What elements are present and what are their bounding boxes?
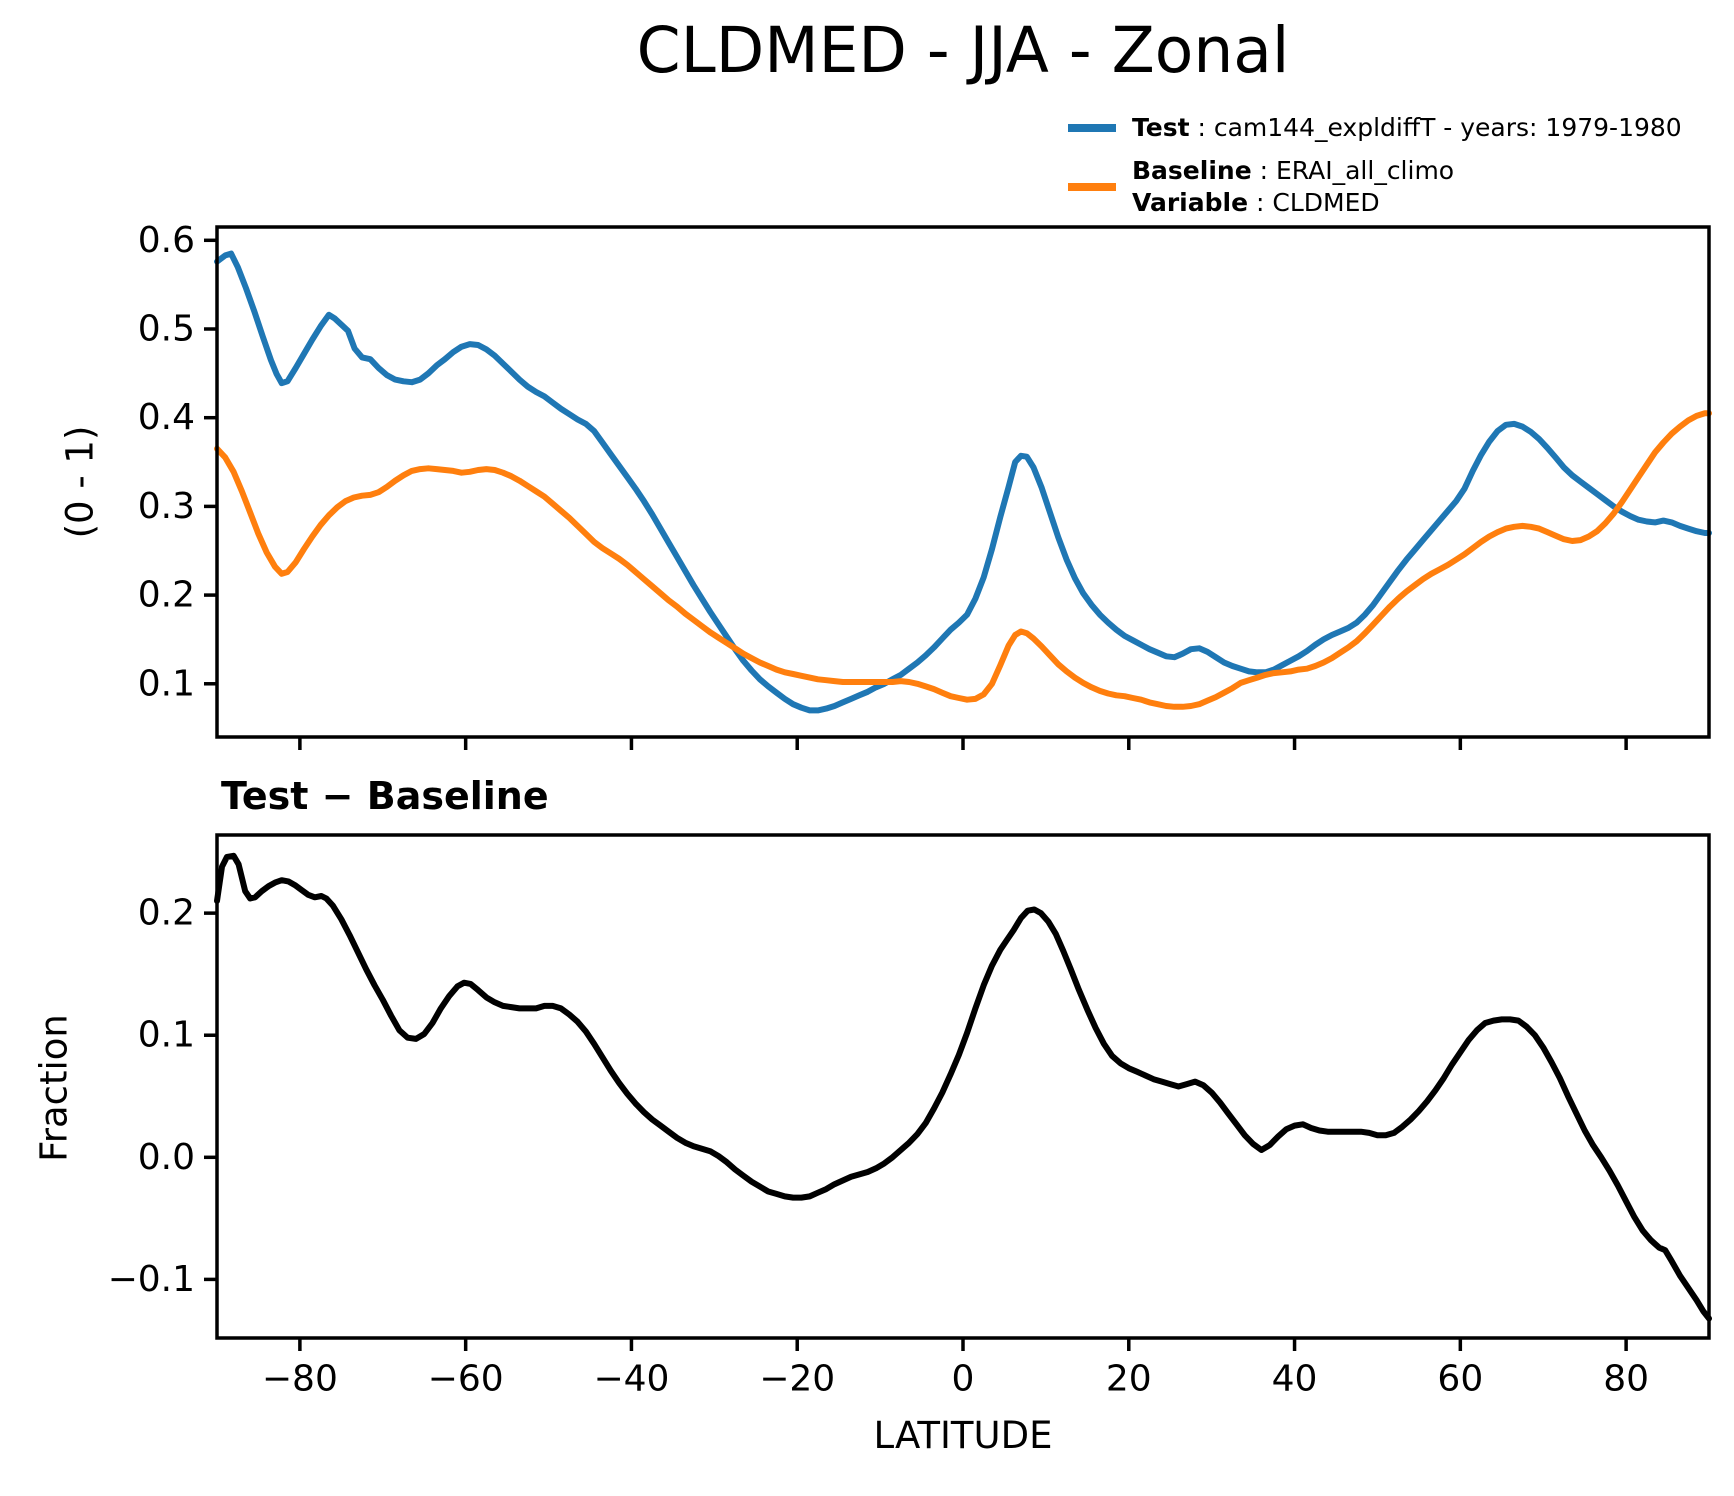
difference-panel-title: Test − Baseline xyxy=(221,774,549,818)
x-tick-label: −60 xyxy=(428,1359,504,1400)
y-axis-label-top: (0 - 1) xyxy=(58,425,102,539)
y-tick-label: 0.2 xyxy=(138,893,195,934)
legend-variable-line: Variable : CLDMED xyxy=(1132,187,1380,217)
legend-entry-baseline: Baseline : ERAI_all_climo Variable : CLD… xyxy=(1068,155,1682,218)
y-tick-label: 0.1 xyxy=(138,663,195,704)
y-tick-label: 0.5 xyxy=(138,309,195,350)
panel-difference: 0.2 0.1 0.0 −0.1 −80 −60 −40 −20 0 20 40 60 80 xyxy=(108,833,1712,1400)
y-tick-label: 0.3 xyxy=(138,486,195,527)
axes-frame-difference xyxy=(215,833,1711,1340)
legend-baseline-line: Baseline : ERAI_all_climo xyxy=(1132,156,1455,186)
legend-entry-test: Test : cam144_expldiffT - years: 1979-19… xyxy=(1068,112,1682,143)
test-baseline-line xyxy=(214,852,1712,1322)
test-line xyxy=(214,250,1712,714)
x-tick-label: 80 xyxy=(1603,1359,1649,1400)
y-tick-label: −0.1 xyxy=(108,1259,195,1300)
x-tick-label: 0 xyxy=(952,1359,975,1400)
legend: Test : cam144_expldiffT - years: 1979-19… xyxy=(1068,112,1682,230)
panel-zonal-mean: 0.6 0.5 0.4 0.3 0.2 0.1 xyxy=(138,220,1712,750)
baseline-line-swatch xyxy=(1068,182,1116,191)
x-tick-label: 20 xyxy=(1106,1359,1152,1400)
legend-test-label: Test : cam144_expldiffT - years: 1979-19… xyxy=(1132,113,1682,142)
x-tick-label: 40 xyxy=(1272,1359,1318,1400)
x-axis-label: LATITUDE xyxy=(873,1414,1053,1457)
x-tick-label: −20 xyxy=(759,1359,835,1400)
y-tick-label: 0.2 xyxy=(138,575,195,616)
y-tick-label: 0.0 xyxy=(138,1137,195,1178)
baseline-line xyxy=(214,410,1712,710)
y-tick-label: 0.4 xyxy=(138,397,195,438)
y-tick-label: 0.6 xyxy=(138,220,195,261)
legend-baseline-label: Baseline : ERAI_all_climo Variable : CLD… xyxy=(1132,155,1454,218)
y-axis-label-bottom: Fraction xyxy=(32,1014,76,1162)
y-tick-label: 0.1 xyxy=(138,1015,195,1056)
page-title: CLDMED - JJA - Zonal xyxy=(636,14,1290,87)
x-tick-label: −80 xyxy=(262,1359,338,1400)
test-line-swatch xyxy=(1068,123,1116,132)
axes-frame-zonal-mean xyxy=(215,225,1711,739)
x-tick-label: 60 xyxy=(1437,1359,1483,1400)
x-tick-label: −40 xyxy=(593,1359,669,1400)
